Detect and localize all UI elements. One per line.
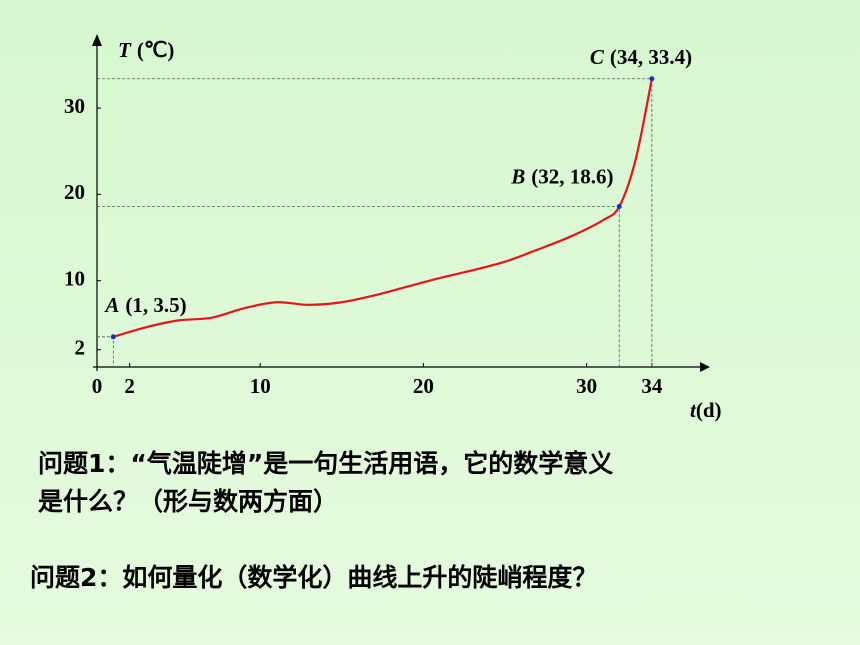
point-name: C bbox=[590, 45, 605, 69]
guide-line bbox=[97, 206, 620, 367]
point-name: A bbox=[103, 293, 119, 317]
point-label: A (1, 3.5) bbox=[103, 293, 186, 317]
y-tick-label: 2 bbox=[75, 336, 86, 360]
point-coords: (32, 18.6) bbox=[531, 164, 613, 188]
x-tick-label: 20 bbox=[413, 374, 434, 398]
guide-line bbox=[97, 78, 653, 367]
y-tick-label: 30 bbox=[64, 94, 85, 118]
question: 是什么？（形与数两方面） bbox=[38, 487, 338, 516]
point bbox=[616, 203, 622, 209]
x-tick-label: 0 bbox=[92, 374, 103, 398]
point bbox=[110, 334, 116, 340]
guide-line bbox=[97, 336, 114, 367]
x-tick-label: 10 bbox=[250, 374, 271, 398]
point-label: C (34, 33.4) bbox=[590, 45, 692, 69]
point-name: B bbox=[510, 164, 525, 188]
point-coords: (1, 3.5) bbox=[125, 293, 186, 317]
question: 问题2：如何量化（数学化）曲线上升的陡峭程度？ bbox=[30, 563, 597, 592]
y-arrow bbox=[92, 34, 102, 46]
y-tick-label: 20 bbox=[64, 180, 85, 204]
x-tick-label: 34 bbox=[641, 374, 663, 398]
x-symbol: t bbox=[690, 398, 697, 422]
x-tick-label: 30 bbox=[576, 374, 597, 398]
x-unit: (d) bbox=[696, 398, 722, 422]
curve bbox=[113, 78, 653, 338]
y-axis-label: T (℃) bbox=[118, 38, 174, 62]
x-tick-label: 2 bbox=[124, 374, 135, 398]
point bbox=[649, 76, 655, 82]
x-axis-label: t(d) bbox=[690, 398, 722, 422]
y-unit: (℃) bbox=[137, 38, 175, 62]
question: 问题1：“气温陡增”是一句生活用语，它的数学意义 bbox=[38, 449, 613, 478]
point-coords: (34, 33.4) bbox=[610, 45, 692, 69]
y-symbol: T bbox=[118, 38, 132, 62]
point-label: B (32, 18.6) bbox=[510, 164, 613, 188]
x-arrow bbox=[700, 362, 710, 372]
y-tick-label: 10 bbox=[64, 267, 85, 291]
